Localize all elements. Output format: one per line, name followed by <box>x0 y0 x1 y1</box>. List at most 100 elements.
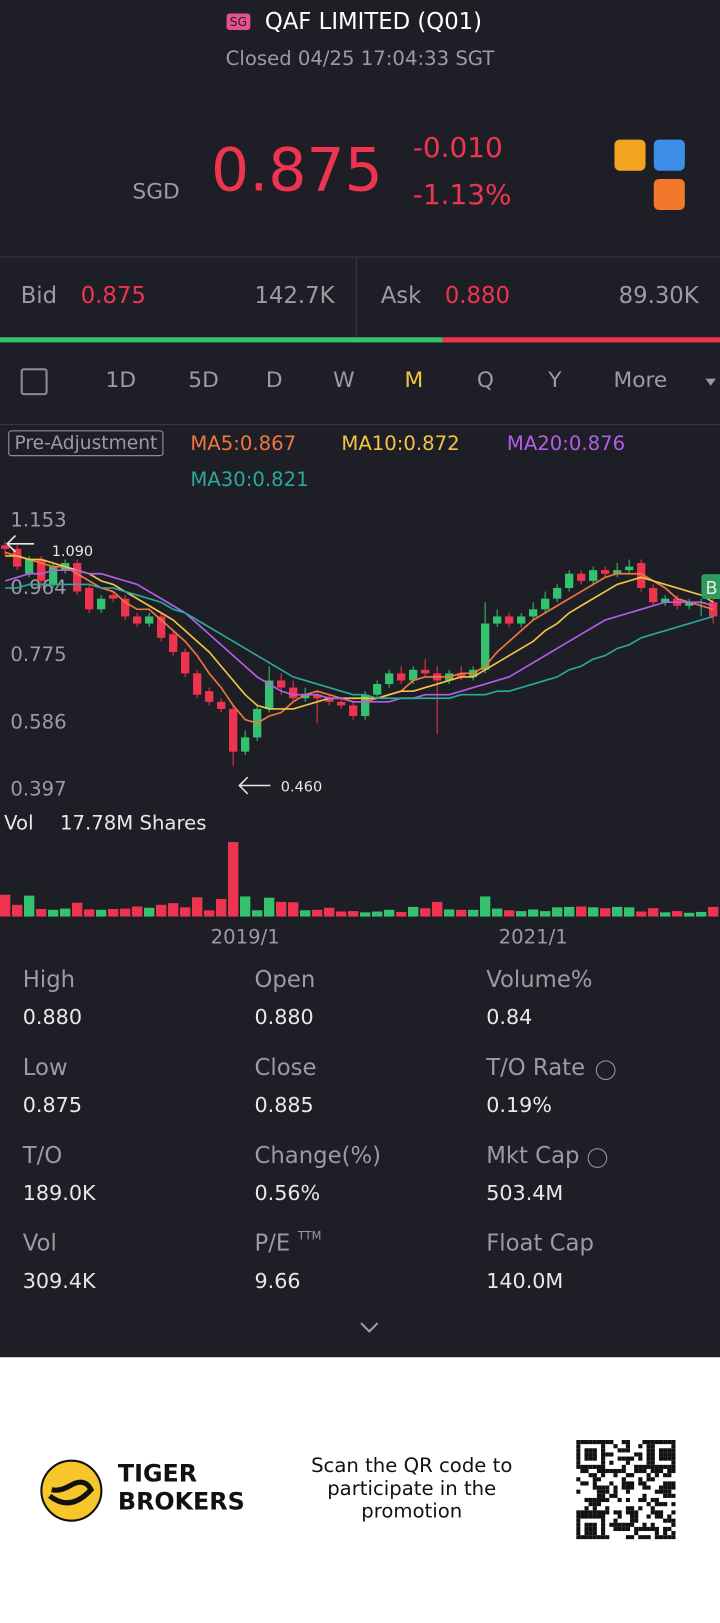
qr-cell <box>592 1502 597 1507</box>
qr-cell <box>638 1526 643 1532</box>
candle-body <box>685 602 694 606</box>
qr-cell <box>671 1460 676 1465</box>
qr-cell <box>663 1456 668 1461</box>
qr-cell <box>601 1464 606 1469</box>
qr-cell <box>646 1514 651 1519</box>
qr-cell <box>576 1464 581 1469</box>
period-tab[interactable]: M <box>404 367 424 393</box>
qr-cell <box>642 1439 647 1445</box>
qr-cell <box>576 1510 581 1515</box>
volume-bar <box>263 897 275 917</box>
qr-cell <box>642 1497 647 1503</box>
qr-cell <box>671 1452 676 1457</box>
qr-cell <box>646 1456 651 1461</box>
period-tab[interactable]: 1D <box>105 367 137 393</box>
candle-body <box>37 559 46 581</box>
qr-cell <box>642 1526 647 1532</box>
qr-cell <box>650 1444 655 1449</box>
expand-chevron[interactable] <box>359 1320 380 1334</box>
more-arrow <box>705 378 716 386</box>
volume-bar <box>623 907 635 917</box>
candle-body <box>145 616 154 624</box>
qr-cell <box>663 1473 668 1478</box>
qr-cell <box>671 1535 676 1540</box>
qr-cell <box>658 1485 664 1490</box>
qr-cell <box>646 1485 651 1490</box>
period-tab[interactable]: W <box>333 367 355 393</box>
qr-cell <box>621 1456 626 1461</box>
qr-cell <box>596 1485 602 1490</box>
candle-body <box>649 587 658 603</box>
volume-bar <box>23 895 35 917</box>
volume-bar <box>83 909 95 917</box>
stat-sup: TTM <box>297 1228 322 1243</box>
qr-cell <box>650 1452 655 1457</box>
qr-cell <box>576 1452 581 1457</box>
y-tick-label: 0.586 <box>10 710 66 733</box>
volume-bar <box>491 908 503 917</box>
promo-line: participate in the <box>327 1477 497 1500</box>
qr-cell <box>576 1526 581 1532</box>
qr-cell <box>592 1506 597 1511</box>
volume-bar <box>143 907 155 917</box>
qr-cell <box>667 1485 672 1490</box>
qr-cell <box>588 1526 593 1532</box>
period-tab[interactable]: D <box>265 367 283 393</box>
stat-value: 309.4K <box>22 1268 96 1294</box>
qr-cell <box>601 1460 606 1465</box>
qr-cell <box>576 1460 581 1465</box>
qr-cell <box>625 1456 630 1461</box>
volume-bar <box>563 906 575 917</box>
qr-cell <box>625 1473 630 1478</box>
qr-cell <box>658 1452 664 1457</box>
qr-cell <box>592 1510 597 1515</box>
volume-bar <box>431 901 443 917</box>
cash-icon[interactable] <box>614 139 646 171</box>
period-tab[interactable]: 5D <box>188 367 219 393</box>
x-tick-label: 2019/1 <box>211 925 280 948</box>
qr-cell <box>658 1456 664 1461</box>
qr-cell <box>621 1485 626 1490</box>
candle-body <box>565 573 574 588</box>
qr-cell <box>625 1460 630 1465</box>
qr-cell <box>605 1510 610 1515</box>
candle-body <box>13 548 22 567</box>
flash-icon[interactable] <box>653 139 685 171</box>
period-tab[interactable]: More <box>613 367 668 393</box>
candle-body <box>25 559 34 574</box>
candle-body <box>349 705 358 717</box>
qr-cell <box>629 1481 635 1486</box>
candle-body <box>601 570 610 574</box>
qr-cell <box>629 1485 635 1490</box>
qr-cell <box>629 1535 635 1540</box>
volume-bar <box>527 909 539 917</box>
qr-cell <box>584 1464 589 1469</box>
qr-cell <box>642 1485 647 1490</box>
qr-cell <box>650 1439 655 1445</box>
qr-cell <box>667 1456 672 1461</box>
period-tab[interactable]: Y <box>548 367 562 393</box>
qr-code[interactable] <box>576 1439 676 1540</box>
qr-cell <box>650 1460 655 1465</box>
stat-label: T/O Rate <box>486 1055 586 1082</box>
qr-cell <box>629 1506 635 1511</box>
layout-icon[interactable] <box>20 368 48 396</box>
volume-bar <box>191 897 203 917</box>
volume-bar <box>647 908 659 917</box>
qr-cell <box>658 1489 664 1494</box>
stat-label: Volume% <box>486 967 593 994</box>
qr-cell <box>613 1489 618 1494</box>
qr-cell <box>584 1535 589 1540</box>
qr-cell <box>650 1464 655 1469</box>
qr-cell <box>663 1464 668 1469</box>
qr-cell <box>588 1452 593 1457</box>
qr-cell <box>592 1485 597 1490</box>
swap-icon[interactable] <box>653 178 685 210</box>
period-tab[interactable]: Q <box>476 367 494 393</box>
qr-cell <box>667 1452 672 1457</box>
qr-cell <box>654 1489 659 1494</box>
stat-value: 189.0K <box>22 1180 96 1206</box>
qr-cell <box>613 1485 618 1490</box>
adjust-button[interactable]: Pre-Adjustment <box>8 430 164 457</box>
qr-cell <box>634 1452 639 1457</box>
